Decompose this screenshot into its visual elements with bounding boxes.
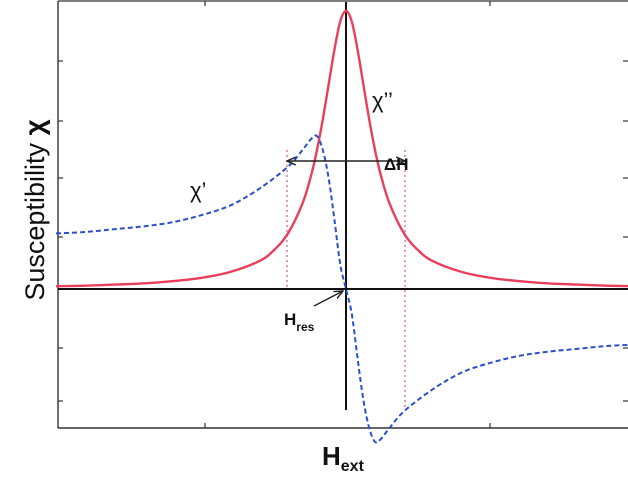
linewidth-guides <box>286 150 406 410</box>
resonance-label-sub: res <box>296 320 314 334</box>
series-lines <box>55 9 628 444</box>
series-label-chi-double-prime: χ’’ <box>372 88 393 113</box>
y-axis-label-text: Susceptibility <box>20 143 50 301</box>
svg-text:Susceptibility χ: Susceptibility χ <box>19 119 50 300</box>
resonance-arrow <box>313 291 343 307</box>
axis-ticks <box>58 1 628 428</box>
y-axis-symbol: χ <box>19 119 50 135</box>
y-axis-label: Susceptibility χ <box>19 119 50 300</box>
series-line-chi-prime <box>55 134 628 444</box>
linewidth-label: ΔH <box>384 155 409 174</box>
series-label-chi-prime: χ’ <box>190 178 206 203</box>
resonance-label: Hres <box>284 310 315 334</box>
series-line-chi-double-prime <box>55 9 628 288</box>
resonance-label-text: H <box>284 310 296 329</box>
plot-frame <box>57 0 628 429</box>
x-axis-label: Hext <box>322 441 365 475</box>
annotations <box>287 161 405 307</box>
x-axis-label-sub: ext <box>341 458 365 475</box>
x-axis-label-text: H <box>322 441 341 471</box>
